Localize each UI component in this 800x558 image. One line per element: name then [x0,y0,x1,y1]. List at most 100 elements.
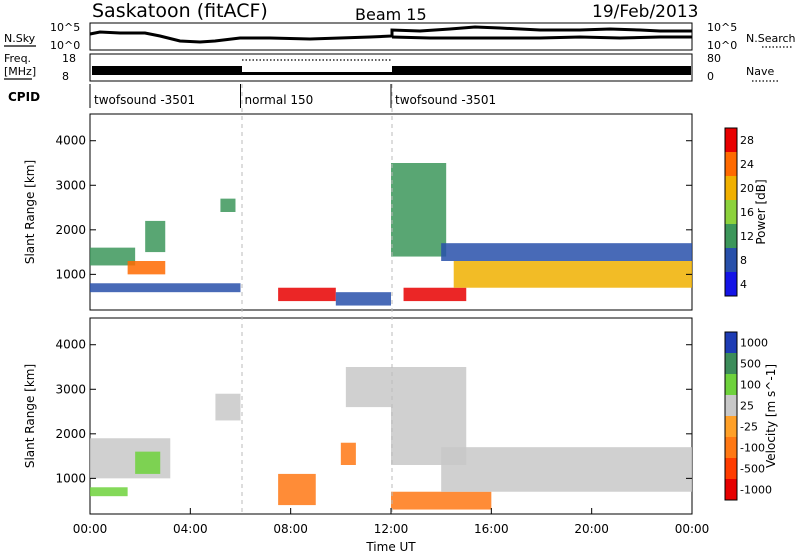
colorbar-tick-label: 24 [740,158,754,171]
colorbar-swatch [725,374,737,395]
colorbar-tick-label: -500 [740,463,765,476]
echo-region [453,261,692,288]
echo-region [90,247,136,266]
freq-band-1 [92,66,242,75]
nave-tick-top: 80 [707,52,721,65]
date-title: 19/Feb/2013 [592,2,698,22]
time-tick-label: 04:00 [173,522,208,536]
echo-region [90,283,241,293]
range-tick-label: 3000 [55,382,86,396]
colorbar-swatch [725,248,737,272]
colorbar-tick-label: 28 [740,134,754,147]
colorbar-tick-label: 100 [740,379,761,392]
range-tick-label: 1000 [55,471,86,485]
colorbar-tick-label: -100 [740,442,765,455]
time-tick-label: 20:00 [574,522,609,536]
echo-region [335,292,391,306]
freq-band-2 [242,72,392,75]
nsearch-tick-bottom: 10^0 [707,39,737,52]
velocity-panel: 1000 2000 3000 4000 Slant Range [km] 1000 50… [23,317,778,515]
colorbar-swatch [725,128,737,152]
cpid-segment-label: twofsound -3501 [94,93,195,107]
cpid-segments: twofsound -3501 normal 150 twofsound -3501 [89,84,496,108]
freq-label-2: [MHz] [4,65,36,78]
nsky-panel: N.Sky 10^5 10^0 10^5 10^0 N.Search [4,21,796,52]
echo-region [278,287,336,302]
colorbar-tick-label: 500 [740,358,761,371]
nave-label: Nave [746,65,774,78]
range-tick-label: 2000 [55,223,86,237]
colorbar-swatch [725,458,737,479]
range-tick-label: 4000 [55,134,86,148]
colorbar-swatch [725,152,737,176]
echo-region [127,261,166,275]
beam-title: Beam 15 [355,5,427,24]
colorbar-frame [724,331,738,501]
time-tick-label: 08:00 [273,522,308,536]
velocity-colorbar: 1000 500 100 25 -25 -100 -500 -1000 [724,331,772,501]
freq-label-1: Freq. [4,52,31,65]
time-tick-label: 00:00 [675,522,710,536]
colorbar-tick-label: 8 [740,254,747,267]
colorbar-swatch [725,479,737,500]
echo-region [403,287,467,302]
power-colorbar: 28 24 20 16 12 8 4 [724,127,754,297]
echo-region [340,442,356,465]
echo-region [441,447,692,492]
nsky-trace [89,25,692,44]
freq-tick-top: 18 [62,52,76,65]
colorbar-frame [724,127,738,297]
echo-region [220,198,236,212]
power-panel: 1000 2000 3000 4000 Slant Range [km] 28 24 20… [23,113,768,311]
echo-region [441,243,692,261]
colorbar-swatch [725,416,737,437]
echo-region [215,393,241,421]
colorbar-tick-label: 12 [740,230,754,243]
freq-panel: Freq. [MHz] 18 8 80 0 Nave [4,52,780,83]
cpid-label: CPID [8,90,40,104]
colorbar-swatch [725,437,737,458]
colorbar-swatch [725,176,737,200]
freq-tick-bottom: 8 [62,70,69,83]
range-tick-label: 3000 [55,178,86,192]
time-tick-label: 12:00 [374,522,409,536]
nsearch-tick-top: 10^5 [707,21,737,34]
echo-region [135,451,161,474]
freq-frame [89,53,693,82]
nsearch-trace [391,35,692,40]
echo-region [90,487,128,497]
colorbar-tick-label: 4 [740,278,747,291]
freq-band-3 [392,66,691,75]
range-tick-label: 1000 [55,267,86,281]
echo-region [345,367,391,408]
echo-region [391,491,492,510]
nave-tick-bottom: 0 [707,70,714,83]
colorbar-swatch [725,224,737,248]
power-ylabel: Slant Range [km] [23,160,37,264]
velocity-ylabel: Slant Range [km] [23,364,37,468]
colorbar-swatch [725,200,737,224]
time-tick-label: 16:00 [474,522,509,536]
echo-region [278,473,316,506]
colorbar-swatch [725,353,737,374]
power-colorbar-label: Power [dB] [754,179,768,244]
nsky-tick-top: 10^5 [50,21,80,34]
velocity-yticks: 1000 2000 3000 4000 [55,338,692,485]
colorbar-swatch [725,272,737,296]
cpid-segment-label: twofsound -3501 [395,93,496,107]
colorbar-tick-label: -1000 [740,484,772,497]
velocity-cells [90,367,692,510]
cpid-segment-label: normal 150 [245,93,314,107]
echo-region [391,163,447,257]
nsky-label: N.Sky [4,32,36,45]
nsearch-label: N.Search [746,32,796,45]
colorbar-tick-label: 16 [740,206,754,219]
power-yticks: 1000 2000 3000 4000 [55,134,692,281]
range-tick-label: 2000 [55,427,86,441]
station-title: Saskatoon (fitACF) [92,0,268,22]
velocity-colorbar-label: Velocity [m s^-1] [764,364,778,468]
colorbar-swatch [725,332,737,353]
cpid-row: CPID twofsound -3501 normal 150 twofsound … [8,84,496,108]
colorbar-swatch [725,395,737,416]
